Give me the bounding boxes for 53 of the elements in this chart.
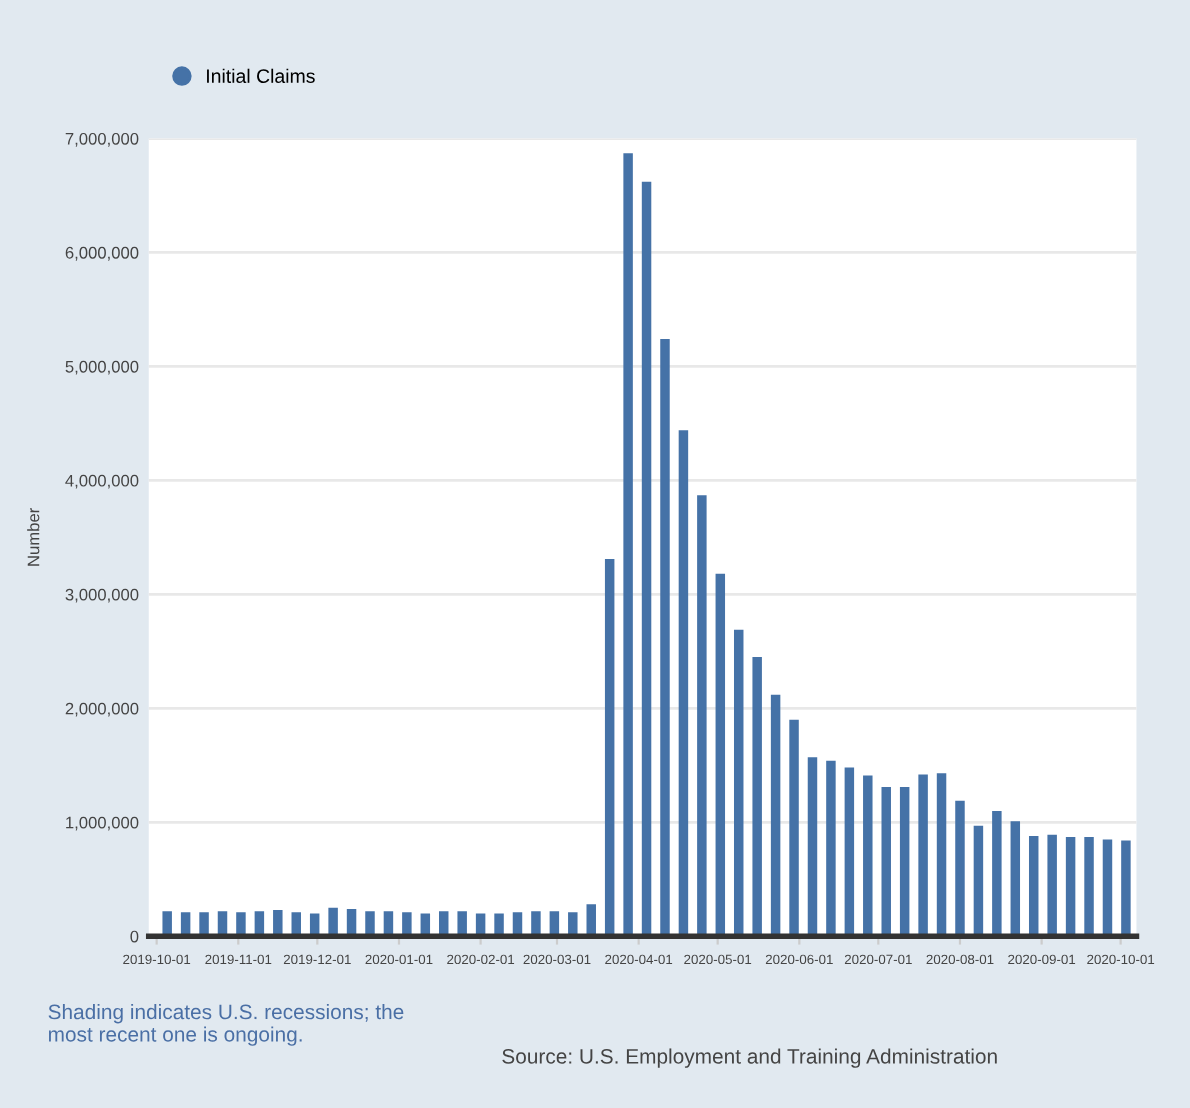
bar	[494, 913, 504, 937]
bar	[568, 912, 578, 937]
bar	[1102, 839, 1113, 937]
bar	[273, 910, 283, 937]
bar	[697, 495, 707, 937]
bar	[807, 757, 818, 937]
bar	[936, 773, 947, 937]
legend-label: Initial Claims	[207, 68, 315, 83]
bar	[199, 912, 209, 937]
bar	[1084, 837, 1094, 937]
bar	[457, 911, 467, 937]
bar	[641, 181, 652, 937]
text: Shading indicates U.S. recessions; the most recent one is ongoing.	[48, 1003, 404, 1046]
bar	[826, 760, 836, 937]
bar	[1047, 834, 1057, 937]
bar	[918, 774, 928, 937]
y-tick-label: 5,000,000	[65, 360, 139, 375]
y-tick-label: 0	[130, 930, 139, 943]
y-tick-label: 3,000,000	[65, 588, 139, 603]
bar	[328, 907, 338, 937]
bar	[1121, 840, 1131, 937]
bar	[770, 694, 781, 937]
bar	[899, 786, 910, 937]
bar	[623, 153, 633, 937]
bar	[678, 430, 689, 937]
bar	[955, 800, 965, 937]
bar	[1028, 835, 1039, 937]
bar	[752, 657, 762, 937]
bar	[531, 911, 541, 937]
bar	[162, 911, 172, 937]
bar	[604, 559, 615, 937]
bar	[992, 810, 1002, 937]
y-tick-label: 1,000,000	[66, 816, 139, 831]
y-tick-label: 7,000,000	[65, 132, 139, 147]
bar	[973, 825, 984, 937]
bar	[863, 775, 873, 937]
bar	[1065, 837, 1076, 937]
bar	[734, 629, 744, 937]
y-axis-title: Number	[27, 508, 40, 566]
y-tick-label: 2,000,000	[65, 702, 139, 717]
source-note: Source: U.S. Employment and Training Administration	[502, 1048, 997, 1068]
bar	[715, 573, 726, 937]
bar	[402, 912, 412, 937]
bar	[365, 911, 375, 937]
bar	[660, 339, 670, 937]
bar	[789, 719, 799, 937]
bar	[1010, 821, 1021, 937]
bar	[236, 912, 246, 937]
y-tick-label: 4,000,000	[65, 474, 139, 489]
bar	[844, 767, 855, 937]
y-tick-label: 6,000,000	[65, 246, 139, 261]
bar	[586, 904, 596, 937]
bar	[881, 786, 891, 937]
